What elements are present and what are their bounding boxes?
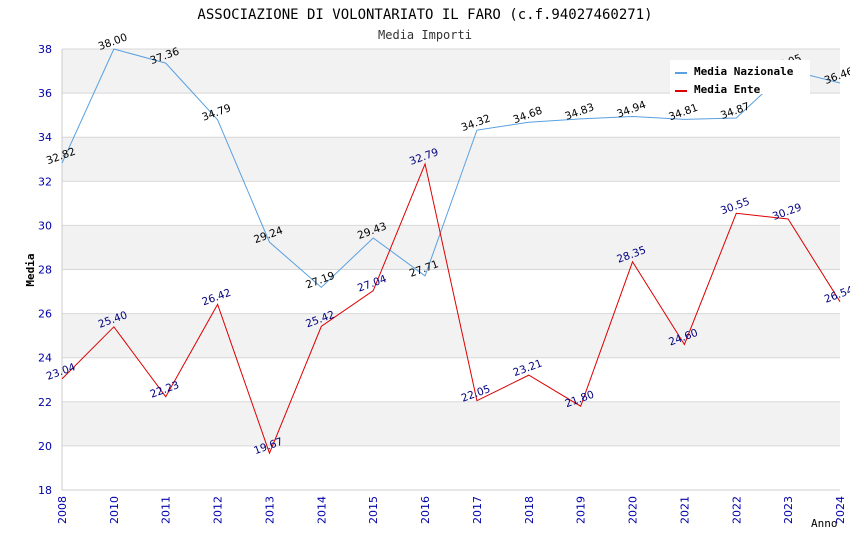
y-tick-label: 34 [38, 131, 52, 144]
legend: Media Nazionale Media Ente [670, 60, 810, 96]
y-tick-label: 22 [38, 396, 52, 409]
grid-band [62, 269, 840, 314]
series-line-media-nazionale [61, 48, 841, 289]
x-tick-label: 2013 [263, 496, 276, 524]
x-tick-label: 2010 [108, 496, 121, 524]
x-tick-label: 2015 [367, 496, 380, 524]
grid-band [62, 137, 840, 182]
x-tick-label: 2018 [523, 496, 536, 524]
x-tick-label: 2024 [834, 496, 847, 524]
series-lines [61, 48, 841, 455]
grid-band [62, 357, 840, 402]
x-tick-label: 2022 [730, 496, 743, 524]
y-axis-label: Media [24, 253, 37, 286]
x-tick-label: 2020 [627, 496, 640, 524]
y-tick-label: 30 [38, 219, 52, 232]
grid-bands [62, 49, 840, 490]
y-tick-label: 20 [38, 440, 52, 453]
y-tick-label: 32 [38, 175, 52, 188]
legend-box [670, 60, 810, 94]
x-tick-label: 2011 [160, 496, 173, 524]
grid-band [62, 401, 840, 446]
y-tick-labels: 18 20 22 24 26 28 30 32 34 36 38 [38, 43, 52, 497]
x-tick-label: 2021 [678, 496, 691, 524]
y-tick-label: 36 [38, 87, 52, 100]
x-tick-label: 2008 [56, 496, 69, 524]
y-tick-label: 18 [38, 484, 52, 497]
series-line-media-ente [61, 162, 841, 455]
axes [61, 49, 840, 491]
x-tick-label: 2012 [212, 496, 225, 524]
y-tick-label: 24 [38, 352, 52, 365]
grid-band [62, 445, 840, 490]
x-tick-label: 2023 [782, 496, 795, 524]
x-axis-label: Anno [811, 517, 838, 530]
y-tick-label: 28 [38, 264, 52, 277]
chart-subtitle: Media Importi [378, 28, 472, 42]
legend-label-media-ente: Media Ente [694, 83, 761, 96]
chart-title: ASSOCIAZIONE DI VOLONTARIATO IL FARO (c.… [197, 7, 652, 23]
x-tick-labels: 2008 2010 2011 2012 2013 2014 2015 2016 2017 2018… [56, 496, 847, 524]
grid-band [62, 313, 840, 358]
x-tick-label: 2014 [315, 496, 328, 524]
y-tick-label: 38 [38, 43, 52, 56]
x-tick-label: 2019 [575, 496, 588, 524]
grid-band [62, 225, 840, 270]
y-tick-label: 26 [38, 308, 52, 321]
x-tick-label: 2016 [419, 496, 432, 524]
grid-band [62, 93, 840, 138]
x-tick-label: 2017 [471, 496, 484, 524]
legend-label-media-nazionale: Media Nazionale [694, 65, 794, 78]
